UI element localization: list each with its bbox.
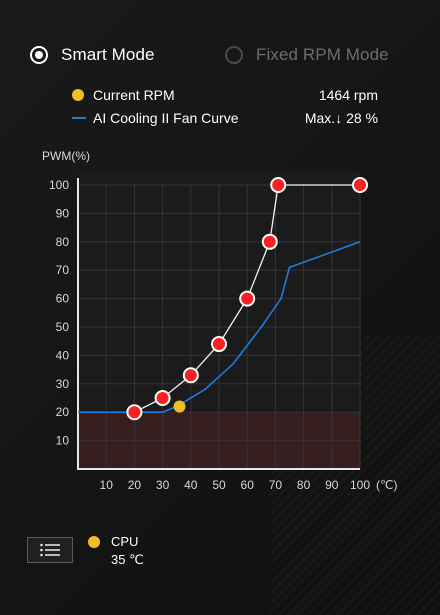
ai-curve-line-icon (72, 117, 86, 119)
fan-curve-point-7[interactable] (270, 177, 287, 193)
cpu-sensor-dot-icon (88, 536, 100, 548)
y-tick-labels: 10 20 30 40 50 60 70 80 90 100 (49, 178, 69, 448)
x-tick-label: 40 (184, 478, 198, 492)
low-pwm-zone (78, 412, 360, 469)
y-tick-label: 20 (56, 405, 70, 419)
y-tick-label: 70 (56, 263, 70, 277)
x-tick-label: 50 (212, 478, 226, 492)
y-tick-label: 30 (56, 377, 70, 391)
chart-grid (78, 184, 361, 469)
fan-curve-point-8[interactable] (352, 177, 368, 193)
x-tick-labels: 10 20 30 40 50 60 70 80 90 100 (100, 478, 371, 492)
x-tick-label: 30 (156, 478, 170, 492)
y-tick-label: 60 (56, 292, 70, 306)
fan-curve-point-2[interactable] (154, 390, 171, 406)
fan-curve-point-6[interactable] (261, 233, 278, 250)
ai-curve-label: AI Cooling II Fan Curve (93, 110, 239, 126)
fan-curve-point-3[interactable] (182, 367, 199, 384)
fan-curve-line (78, 184, 360, 413)
fan-curve-point-4[interactable] (211, 336, 227, 353)
x-tick-label: 100 (350, 478, 370, 492)
smart-mode-label: Smart Mode (61, 45, 155, 64)
legend-current-rpm: Current RPM 1464 rpm (72, 85, 378, 105)
x-tick-label: 90 (325, 478, 339, 492)
chart-axes (77, 178, 360, 470)
current-rpm-marker (173, 400, 186, 413)
current-rpm-dot-icon (72, 89, 84, 101)
background-pattern (270, 335, 440, 615)
fixed-rpm-mode-label: Fixed RPM Mode (256, 45, 389, 64)
y-tick-label: 100 (49, 178, 69, 192)
fan-curve-point-5[interactable] (239, 290, 256, 307)
ai-curve-max-value: Max.↓ 28 % (304, 110, 378, 126)
fixed-rpm-mode-option[interactable]: Fixed RPM Mode (225, 45, 389, 65)
list-menu-icon (40, 543, 60, 557)
chart-series (78, 184, 361, 414)
y-axis-label: PWM(%) (42, 149, 90, 163)
legend-ai-curve: AI Cooling II Fan Curve Max.↓ 28 % (72, 108, 378, 128)
fan-curve-point-1[interactable] (126, 404, 143, 421)
plot-area (78, 171, 360, 469)
current-rpm-label: Current RPM (93, 87, 175, 103)
x-tick-label: 20 (128, 478, 142, 492)
ai-cooling-curve-line (78, 241, 361, 414)
x-tick-label: 60 (241, 478, 255, 492)
x-axis-unit-label: (℃) (376, 478, 397, 492)
smart-mode-option[interactable]: Smart Mode (30, 45, 155, 65)
x-tick-label: 80 (297, 478, 311, 492)
x-tick-label: 10 (100, 478, 114, 492)
cpu-sensor-temperature: 35 ℃ (111, 552, 144, 567)
y-tick-label: 10 (56, 434, 70, 448)
smart-mode-radio[interactable] (30, 46, 48, 64)
y-tick-label: 80 (56, 235, 70, 249)
current-rpm-value: 1464 rpm (318, 87, 378, 103)
y-tick-label: 90 (56, 206, 70, 220)
cpu-sensor-name: CPU (111, 534, 139, 549)
y-tick-label: 40 (56, 348, 70, 362)
sensor-menu-button[interactable] (27, 537, 73, 563)
fixed-rpm-mode-radio[interactable] (225, 46, 243, 64)
y-tick-label: 50 (56, 320, 70, 334)
x-tick-label: 70 (269, 478, 283, 492)
fan-curve-points[interactable] (126, 177, 368, 421)
